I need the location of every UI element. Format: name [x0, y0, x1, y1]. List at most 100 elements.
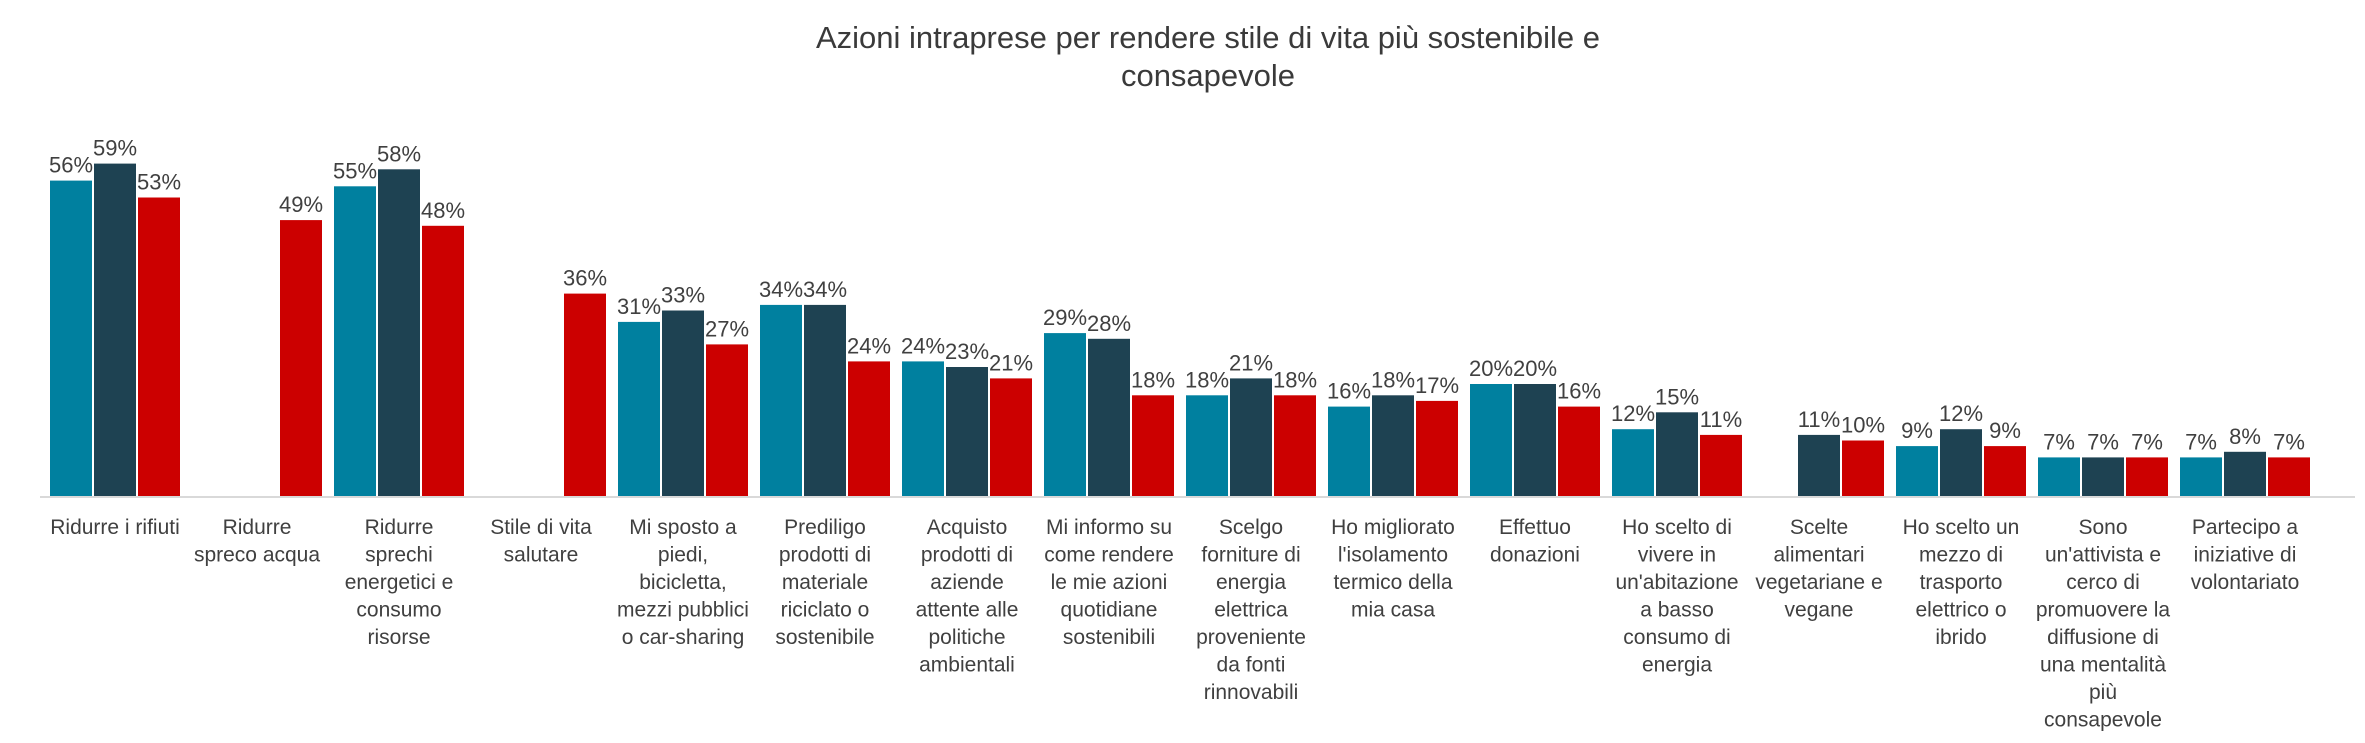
bar [1798, 434, 1840, 498]
category-label: Acquisto prodotti di aziende attente alle po… [916, 516, 1019, 677]
bar [1372, 395, 1414, 497]
bar [1230, 378, 1272, 498]
data-label: 34% [803, 277, 847, 302]
bar [1416, 400, 1458, 497]
category-label: Mi informo su come rendere le mie azioni qu… [1044, 516, 1174, 649]
bars [50, 163, 2310, 498]
data-label: 18% [1185, 367, 1229, 392]
category-label: Stile di vita salutare [490, 516, 592, 567]
bar [94, 163, 136, 497]
bar [2082, 457, 2124, 497]
chart-title-line: Azioni intraprese per rendere stile di v… [816, 20, 1600, 55]
category-label: Sono un'attivista e cerco di promuovere la d… [2036, 516, 2171, 732]
bar [946, 367, 988, 497]
data-label: 23% [945, 339, 989, 364]
category-label: Effettuo donazioni [1490, 516, 1580, 567]
data-label: 24% [901, 333, 945, 358]
data-label: 29% [1043, 305, 1087, 330]
bar [1470, 384, 1512, 497]
category-label: Scelgo forniture di energia elettrica proven… [1196, 516, 1306, 704]
data-label: 20% [1469, 356, 1513, 381]
category-labels: Ridurre i rifiuti Ridurre spreco acqua Ridu… [50, 516, 2299, 732]
data-label: 48% [421, 198, 465, 223]
data-label: 21% [989, 350, 1033, 375]
data-label: 56% [49, 153, 93, 178]
bar [902, 361, 944, 497]
bar [1274, 395, 1316, 497]
category-label: Ho migliorato l'isolamento termico della mi… [1331, 516, 1455, 622]
chart-title: Azioni intraprese per rendere stile di v… [816, 20, 1600, 93]
data-label: 16% [1557, 379, 1601, 404]
bar [662, 310, 704, 497]
bar [2180, 457, 2222, 497]
bar [1328, 406, 1370, 497]
data-label: 12% [1611, 401, 1655, 426]
bar [1842, 440, 1884, 497]
bar [1612, 429, 1654, 497]
category-label: Ridurre sprechi energetici e consumo risorse [345, 516, 454, 649]
data-label: 21% [1229, 350, 1273, 375]
data-label: 20% [1513, 356, 1557, 381]
bar [2268, 457, 2310, 497]
data-label: 34% [759, 277, 803, 302]
category-label: Prediligo prodotti di materiale riciclato o… [775, 516, 874, 649]
data-label: 31% [617, 294, 661, 319]
data-label: 49% [279, 192, 323, 217]
bar [1044, 333, 1086, 497]
data-label: 18% [1273, 367, 1317, 392]
category-label: Ridurre i rifiuti [50, 516, 180, 539]
data-label: 24% [847, 333, 891, 358]
data-label: 36% [563, 266, 607, 291]
data-label: 16% [1327, 379, 1371, 404]
data-label: 11% [1700, 407, 1742, 432]
data-label: 53% [137, 170, 181, 195]
bar [990, 378, 1032, 498]
data-label: 27% [705, 316, 749, 341]
category-label: Ridurre spreco acqua [194, 516, 320, 567]
data-label: 9% [1989, 418, 2021, 443]
bar [422, 225, 464, 498]
category-label: Ho scelto un mezzo di trasporto elettrico o… [1903, 516, 2020, 649]
data-label: 59% [93, 136, 137, 161]
bar [1514, 384, 1556, 497]
category-label: Scelte alimentari vegetariane e vegane [1755, 516, 1882, 622]
bar [760, 304, 802, 497]
data-label: 7% [2043, 429, 2075, 454]
data-label: 33% [661, 283, 705, 308]
data-label: 11% [1798, 407, 1840, 432]
bar [280, 220, 322, 497]
bar [378, 169, 420, 498]
chart-title-line: consapevole [1121, 58, 1295, 93]
bar [1088, 338, 1130, 497]
bar [804, 304, 846, 497]
data-label: 9% [1901, 418, 1933, 443]
data-label: 58% [377, 141, 421, 166]
bar [2126, 457, 2168, 497]
bar [1132, 395, 1174, 497]
bar [50, 180, 92, 497]
data-label: 15% [1655, 384, 1699, 409]
data-label: 8% [2229, 424, 2261, 449]
bar [1940, 429, 1982, 497]
data-label: 12% [1939, 401, 1983, 426]
data-label: 7% [2131, 429, 2163, 454]
value-labels: 56%59%53% 49% 55%58% 48% 36% 31% 33%27% 34% 34% 2… [49, 136, 2305, 455]
bar [618, 321, 660, 498]
bar [1984, 446, 2026, 497]
data-label: 10% [1841, 413, 1885, 438]
bar [1656, 412, 1698, 498]
category-label: Mi sposto a piedi, bicicletta, mezzi pubbli… [617, 516, 749, 649]
category-label: Ho scelto di vivere in un'abitazione a bass… [1615, 516, 1738, 677]
category-label: Partecipo a iniziative di volontariato [2191, 516, 2300, 594]
bar [2224, 451, 2266, 497]
data-label: 28% [1087, 311, 1131, 336]
bar [848, 361, 890, 497]
bar [1896, 446, 1938, 497]
data-label: 18% [1371, 367, 1415, 392]
bar [2038, 457, 2080, 497]
data-label: 7% [2087, 429, 2119, 454]
bar [334, 186, 376, 498]
data-label: 55% [333, 158, 377, 183]
bar [1700, 434, 1742, 498]
